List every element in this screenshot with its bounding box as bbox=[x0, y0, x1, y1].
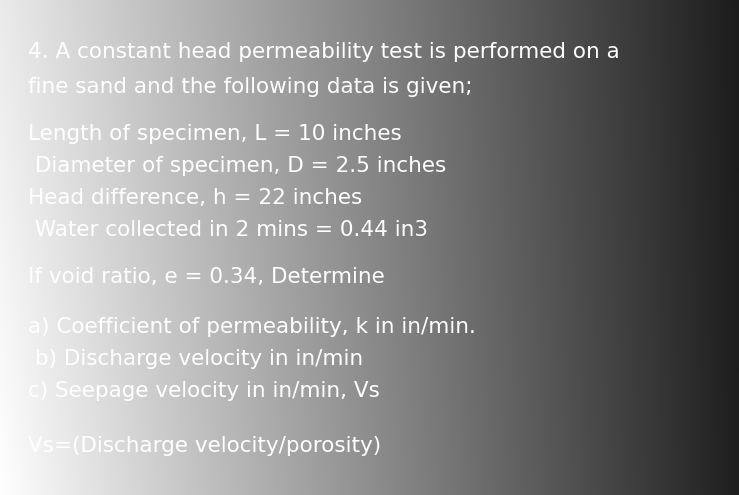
Text: b) Discharge velocity in in/min: b) Discharge velocity in in/min bbox=[28, 349, 363, 369]
Text: Diameter of specimen, D = 2.5 inches: Diameter of specimen, D = 2.5 inches bbox=[28, 156, 446, 176]
Text: 4. A constant head permeability test is performed on a: 4. A constant head permeability test is … bbox=[28, 42, 620, 62]
Text: If void ratio, e = 0.34, Determine: If void ratio, e = 0.34, Determine bbox=[28, 267, 385, 287]
Text: Head difference, h = 22 inches: Head difference, h = 22 inches bbox=[28, 188, 362, 208]
Text: Vs=(Discharge velocity/porosity): Vs=(Discharge velocity/porosity) bbox=[28, 436, 381, 455]
Text: Length of specimen, L = 10 inches: Length of specimen, L = 10 inches bbox=[28, 124, 402, 144]
Text: Water collected in 2 mins = 0.44 in3: Water collected in 2 mins = 0.44 in3 bbox=[28, 220, 428, 240]
Text: fine sand and the following data is given;: fine sand and the following data is give… bbox=[28, 77, 472, 97]
Text: a) Coefficient of permeability, k in in/min.: a) Coefficient of permeability, k in in/… bbox=[28, 317, 476, 337]
Text: c) Seepage velocity in in/min, Vs: c) Seepage velocity in in/min, Vs bbox=[28, 381, 380, 401]
